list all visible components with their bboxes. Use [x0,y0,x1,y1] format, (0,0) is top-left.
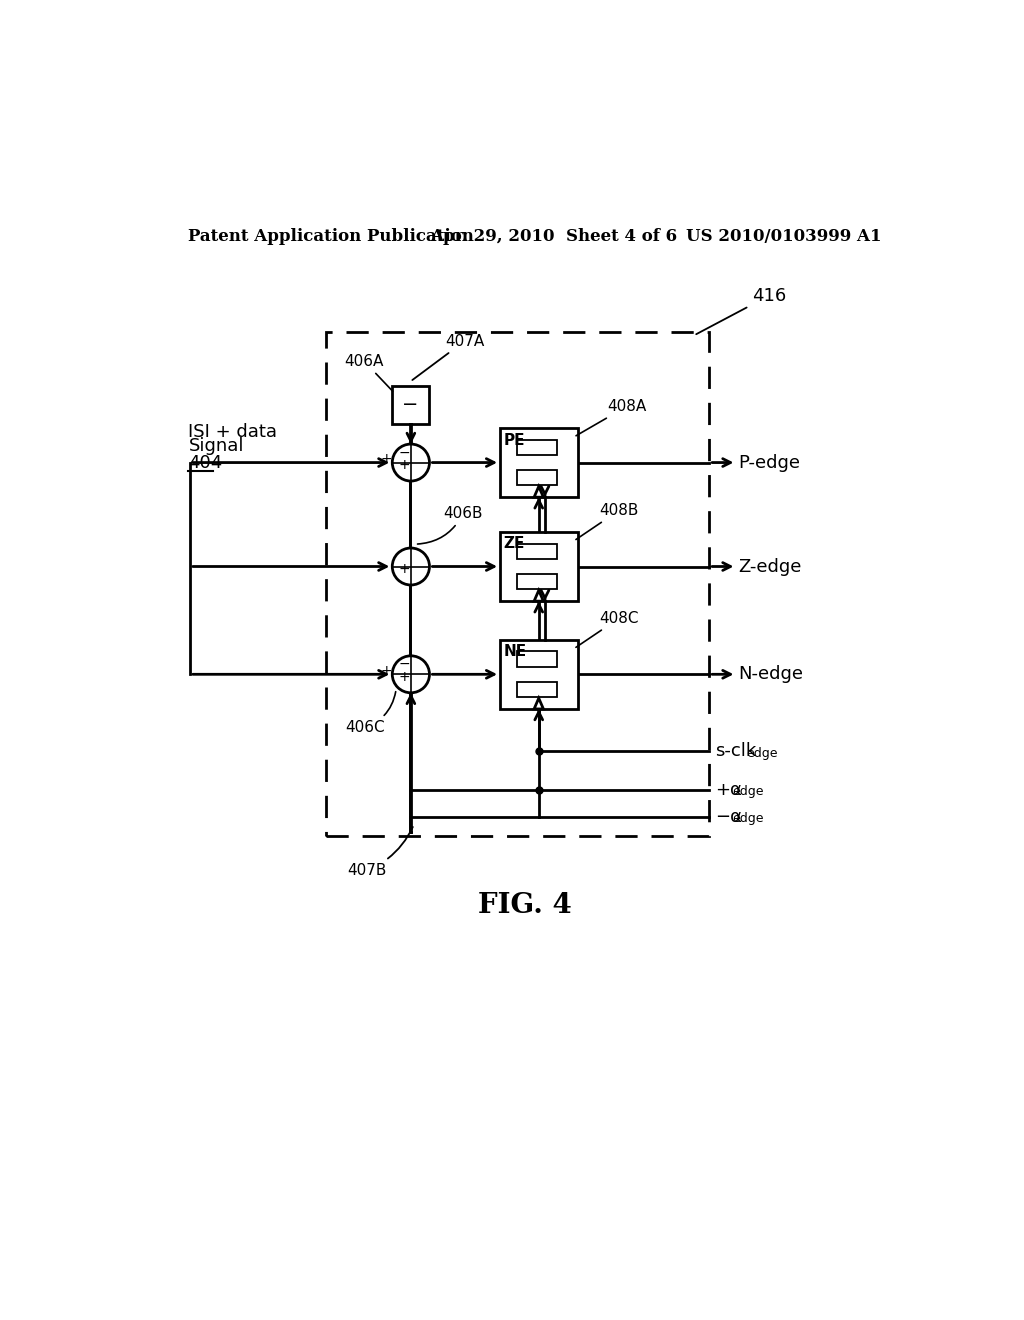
Circle shape [392,444,429,480]
Text: N-edge: N-edge [738,665,804,684]
Text: +: + [380,453,392,466]
Text: −: − [398,446,411,459]
Text: 407B: 407B [347,826,413,878]
Text: Apr. 29, 2010  Sheet 4 of 6: Apr. 29, 2010 Sheet 4 of 6 [430,227,677,244]
Text: 407A: 407A [413,334,484,380]
Text: 408B: 408B [575,503,639,540]
Text: −: − [401,395,418,414]
Bar [517,470,557,486]
Text: 406A: 406A [344,354,392,391]
Bar [500,428,578,498]
Text: 404: 404 [188,454,222,471]
Bar [517,544,557,558]
Bar [500,532,578,601]
Text: NE: NE [504,644,527,659]
Text: 408C: 408C [575,611,639,647]
Text: 416: 416 [696,286,786,334]
Text: ISI + data: ISI + data [188,422,278,441]
Text: −α: −α [716,808,742,826]
Text: edge: edge [732,812,764,825]
Text: s-clk: s-clk [716,742,757,760]
Text: −: − [398,657,411,672]
Text: ZE: ZE [504,536,525,552]
Text: +: + [398,562,411,576]
Text: +: + [380,664,392,678]
Circle shape [392,548,429,585]
Text: Signal: Signal [188,437,244,455]
Circle shape [392,656,429,693]
Bar [500,640,578,709]
Bar [391,385,429,424]
Text: 406C: 406C [345,692,395,735]
Text: 408A: 408A [577,399,646,436]
Text: edge: edge [732,785,764,799]
Text: +: + [398,458,411,471]
Bar [517,440,557,455]
Text: PE: PE [504,433,525,447]
Text: 406B: 406B [418,506,483,544]
Text: Z-edge: Z-edge [738,557,802,576]
Text: +: + [398,669,411,684]
Bar [517,574,557,589]
Text: Patent Application Publication: Patent Application Publication [188,227,474,244]
Bar [517,652,557,667]
Text: US 2010/0103999 A1: US 2010/0103999 A1 [686,227,882,244]
Bar [517,682,557,697]
Text: P-edge: P-edge [738,454,801,471]
Text: edge: edge [746,747,778,760]
Bar [326,331,710,836]
Text: +α: +α [716,781,742,799]
Text: FIG. 4: FIG. 4 [478,892,571,919]
